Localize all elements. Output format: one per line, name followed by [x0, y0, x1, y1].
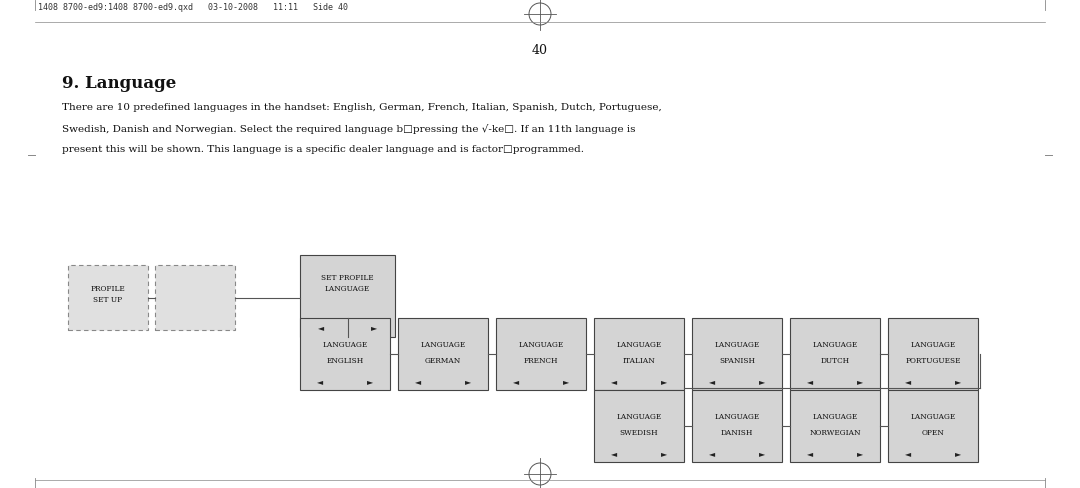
Text: LANGUAGE: LANGUAGE [910, 342, 956, 349]
Text: ►: ► [367, 377, 374, 386]
Bar [888, 390, 978, 462]
Text: ◄: ◄ [610, 449, 617, 458]
Text: ►: ► [955, 449, 961, 458]
Text: ◄: ◄ [513, 377, 518, 386]
Text: LANGUAGE: LANGUAGE [812, 342, 858, 349]
Text: ►: ► [759, 377, 766, 386]
Text: LANGUAGE: LANGUAGE [910, 413, 956, 421]
Text: ENGLISH: ENGLISH [326, 357, 364, 365]
Text: ►: ► [661, 449, 667, 458]
Text: ◄: ◄ [318, 323, 324, 332]
Text: LANGUAGE: LANGUAGE [617, 413, 662, 421]
Text: Swedish, Danish and Norwegian. Select the required language b□pressing the √-ke□: Swedish, Danish and Norwegian. Select th… [62, 124, 635, 134]
Text: present this will be shown. This language is a specific dealer language and is f: present this will be shown. This languag… [62, 145, 584, 154]
Text: LANGUAGE: LANGUAGE [812, 413, 858, 421]
Bar [594, 390, 684, 462]
Bar [399, 318, 488, 390]
Text: ►: ► [858, 377, 863, 386]
Bar [300, 318, 390, 390]
Text: ◄: ◄ [610, 377, 617, 386]
Bar [692, 318, 782, 390]
Text: 9. Language: 9. Language [62, 75, 176, 92]
Text: ◄: ◄ [807, 377, 813, 386]
Text: LANGUAGE: LANGUAGE [420, 342, 465, 349]
Text: SPANISH: SPANISH [719, 357, 755, 365]
Text: ITALIAN: ITALIAN [623, 357, 656, 365]
Text: 40: 40 [532, 43, 548, 57]
Text: SET PROFILE
LANGUAGE: SET PROFILE LANGUAGE [321, 274, 374, 293]
Text: ►: ► [955, 377, 961, 386]
Bar [496, 318, 586, 390]
Bar [156, 265, 235, 330]
Text: ►: ► [759, 449, 766, 458]
Text: FRENCH: FRENCH [524, 357, 558, 365]
Text: ◄: ◄ [316, 377, 323, 386]
Bar [594, 318, 684, 390]
Text: OPEN: OPEN [921, 429, 944, 437]
Bar [789, 318, 880, 390]
Text: NORWEGIAN: NORWEGIAN [809, 429, 861, 437]
Bar [888, 318, 978, 390]
Text: ◄: ◄ [708, 377, 715, 386]
Text: ►: ► [465, 377, 471, 386]
Text: ◄: ◄ [807, 449, 813, 458]
Text: LANGUAGE: LANGUAGE [714, 413, 759, 421]
Bar [789, 390, 880, 462]
Text: There are 10 predefined languages in the handset: English, German, French, Itali: There are 10 predefined languages in the… [62, 103, 662, 112]
Text: LANGUAGE: LANGUAGE [617, 342, 662, 349]
Bar [300, 255, 395, 337]
Bar [68, 265, 148, 330]
Text: ◄: ◄ [708, 449, 715, 458]
Text: ◄: ◄ [415, 377, 421, 386]
Text: ►: ► [372, 323, 377, 332]
Text: ►: ► [858, 449, 863, 458]
Text: GERMAN: GERMAN [424, 357, 461, 365]
Text: ◄: ◄ [905, 377, 910, 386]
Text: ◄: ◄ [905, 449, 910, 458]
Text: LANGUAGE: LANGUAGE [714, 342, 759, 349]
Text: 1408 8700-ed9:1408 8700-ed9.qxd   03-10-2008   11:11   Side 40: 1408 8700-ed9:1408 8700-ed9.qxd 03-10-20… [38, 3, 348, 13]
Text: PROFILE
SET UP: PROFILE SET UP [91, 285, 125, 304]
Text: PORTUGUESE: PORTUGUESE [905, 357, 961, 365]
Text: ►: ► [661, 377, 667, 386]
Text: LANGUAGE: LANGUAGE [518, 342, 564, 349]
Text: SWEDISH: SWEDISH [620, 429, 659, 437]
Text: LANGUAGE: LANGUAGE [322, 342, 367, 349]
Text: ►: ► [563, 377, 569, 386]
Bar [692, 390, 782, 462]
Text: DUTCH: DUTCH [821, 357, 850, 365]
Text: DANISH: DANISH [720, 429, 753, 437]
